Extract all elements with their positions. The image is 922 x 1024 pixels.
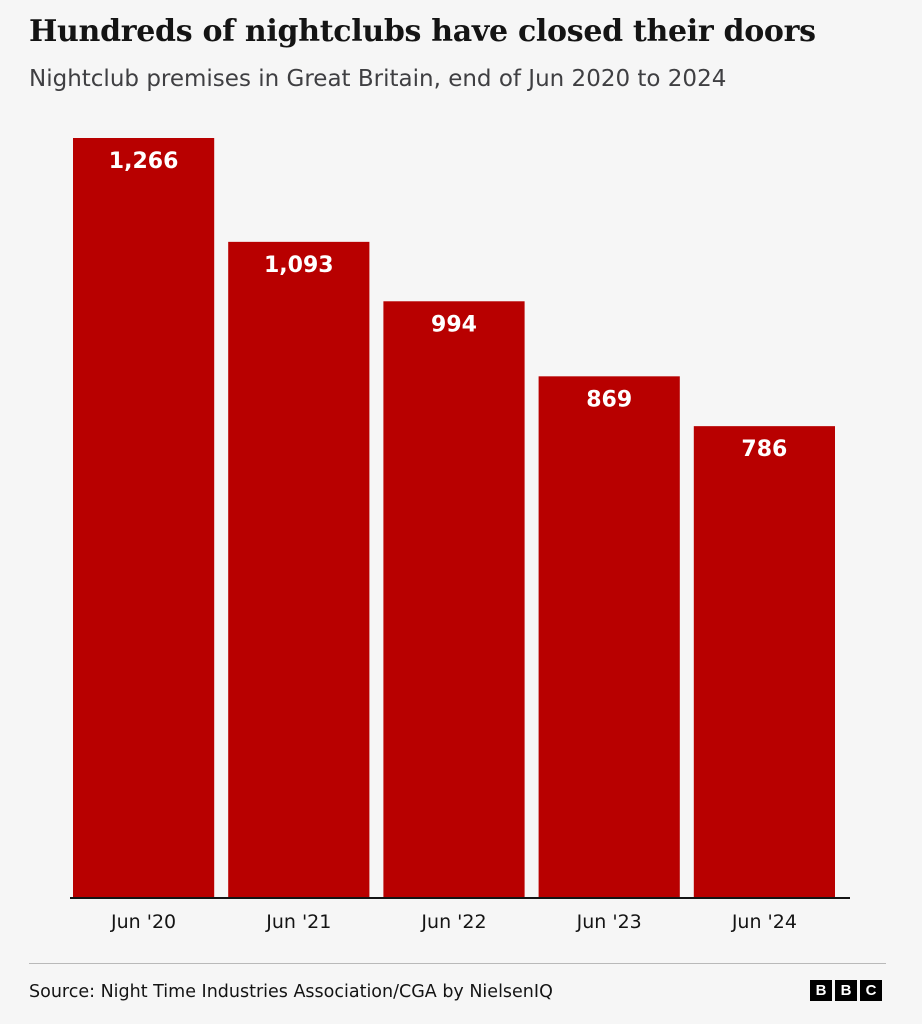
- bbc-logo: B B C: [810, 980, 882, 1001]
- bbc-logo-letter: C: [860, 980, 882, 1001]
- x-tick-label: Jun '23: [576, 911, 642, 933]
- footer-divider: [29, 963, 886, 964]
- chart-title: Hundreds of nightclubs have closed their…: [29, 14, 816, 49]
- bbc-logo-letter: B: [810, 980, 832, 1001]
- bar-value-label: 1,266: [109, 149, 179, 174]
- bar-4: [693, 426, 835, 898]
- bars-group: [73, 138, 835, 898]
- value-labels-group: 1,266 1,093 994 869 786: [109, 149, 788, 462]
- bar-value-label: 994: [431, 312, 477, 337]
- bar-2: [383, 301, 525, 898]
- x-tick-label: Jun '24: [731, 911, 797, 933]
- x-tick-label: Jun '21: [265, 911, 331, 933]
- source-note: Source: Night Time Industries Associatio…: [29, 982, 553, 1002]
- bar-3: [538, 376, 680, 898]
- bar-value-label: 869: [586, 387, 632, 412]
- bbc-logo-letter: B: [835, 980, 857, 1001]
- x-tick-labels-group: Jun '20 Jun '21 Jun '22 Jun '23 Jun '24: [110, 911, 797, 933]
- bar-0: [73, 138, 215, 898]
- x-tick-label: Jun '20: [110, 911, 176, 933]
- bar-value-label: 1,093: [264, 253, 334, 278]
- x-tick-label: Jun '22: [420, 911, 486, 933]
- chart-subtitle: Nightclub premises in Great Britain, end…: [29, 66, 727, 92]
- bar-value-label: 786: [741, 437, 787, 462]
- bar-1: [228, 241, 370, 898]
